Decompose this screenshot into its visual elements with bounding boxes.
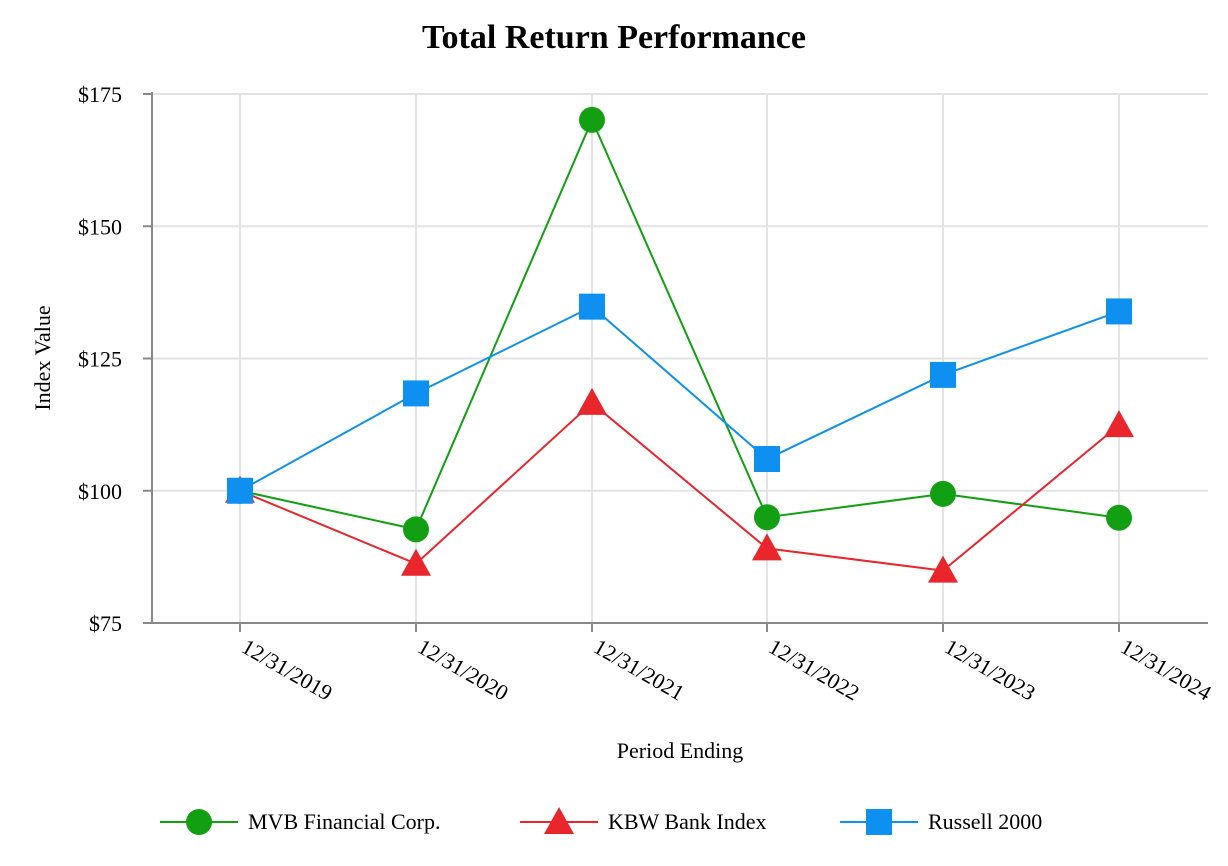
data-point — [579, 106, 605, 133]
legend-item: Russell 2000 — [840, 809, 1042, 835]
legend-marker — [186, 809, 212, 835]
y-axis-title: Index Value — [30, 305, 55, 410]
y-tick-label: $150 — [78, 214, 122, 239]
data-point — [930, 480, 956, 507]
legend-label: MVB Financial Corp. — [248, 809, 441, 834]
data-point — [1104, 410, 1134, 438]
y-tick-label: $175 — [78, 82, 122, 107]
series-line — [239, 401, 1120, 572]
legend: MVB Financial Corp. KBW Bank Index Russell… — [160, 807, 1042, 835]
y-tick-label: $100 — [78, 479, 122, 504]
data-point — [401, 548, 431, 576]
data-point — [754, 446, 780, 473]
legend-marker — [544, 807, 574, 834]
data-point — [1106, 504, 1132, 531]
x-tick-labels: 12/31/2019 12/31/2020 12/31/2021 12/31/2022… — [238, 634, 1216, 706]
series-line — [239, 305, 1120, 492]
x-tick-label: 12/31/2023 — [941, 634, 1040, 706]
series-line — [239, 117, 1120, 531]
data-point — [752, 533, 782, 561]
data-point — [579, 293, 605, 320]
legend-item: KBW Bank Index — [520, 807, 766, 834]
x-tick-label: 12/31/2020 — [414, 634, 513, 706]
data-point — [754, 504, 780, 531]
data-point — [928, 555, 958, 583]
data-point — [930, 361, 956, 388]
data-point — [403, 516, 429, 543]
y-tick-label: $125 — [78, 347, 122, 372]
data-point — [1106, 298, 1132, 325]
x-tick-label: 12/31/2024 — [1117, 634, 1216, 706]
x-tick-label: 12/31/2019 — [238, 634, 337, 706]
y-tick-labels: $75 $100 $125 $150 $175 — [78, 82, 122, 636]
series-group — [225, 106, 1134, 583]
data-point — [577, 387, 607, 415]
series-1 — [225, 387, 1134, 583]
y-tick-label: $75 — [89, 611, 122, 636]
x-tick-label: 12/31/2021 — [590, 634, 689, 706]
x-axis-title: Period Ending — [617, 738, 744, 763]
chart-title: Total Return Performance — [422, 19, 806, 56]
series-2 — [227, 293, 1132, 504]
axes — [143, 92, 1208, 632]
grid-lines — [152, 93, 1208, 623]
x-tick-label: 12/31/2022 — [765, 634, 864, 706]
legend-label: KBW Bank Index — [608, 809, 766, 834]
legend-label: Russell 2000 — [928, 809, 1042, 834]
series-0 — [227, 106, 1132, 543]
legend-marker — [866, 809, 892, 835]
legend-item: MVB Financial Corp. — [160, 809, 441, 835]
data-point — [227, 477, 253, 504]
data-point — [403, 380, 429, 407]
